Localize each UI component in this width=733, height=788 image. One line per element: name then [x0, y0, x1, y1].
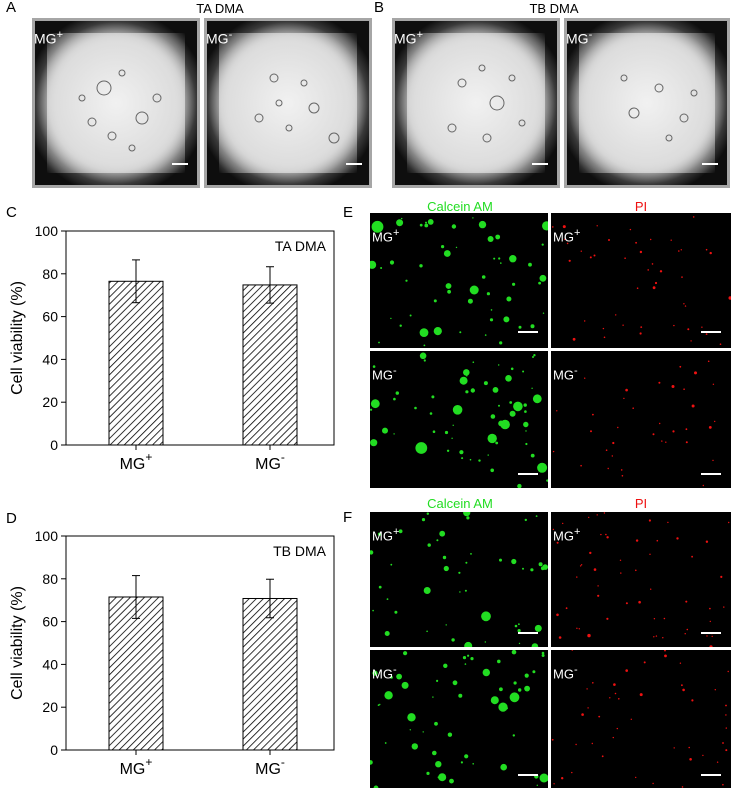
fluorescence-signal — [370, 217, 548, 347]
x-tick-label: MG+ — [120, 755, 153, 778]
y-tick-label: 80 — [42, 266, 58, 282]
y-tick-label: 40 — [42, 351, 58, 367]
chart-annotation: TA DMA — [275, 238, 327, 254]
brightfield-well-tb-mg-minus: MG- — [564, 18, 730, 188]
scale-bar — [532, 163, 548, 165]
bar-chart-tb-dma: 0 20 40 60 80 100 Cell viability (%) TB DMA MG+ M… — [9, 528, 335, 778]
fluo-e-calcein-mg-plus: MG+ — [370, 213, 548, 348]
panel-letter-b: B — [374, 0, 385, 16]
fluorescence-signal — [370, 352, 548, 488]
panel-letter-c: C — [6, 204, 17, 221]
bar — [108, 596, 164, 751]
scale-bar — [518, 774, 538, 776]
bar — [108, 280, 164, 446]
fluorescence-signal — [552, 360, 716, 487]
bar-chart-ta-dma: 0 20 40 60 80 100 Cell viability (%) TA DMA MG+ M… — [9, 223, 335, 473]
x-tick-label: MG+ — [120, 450, 153, 473]
scale-bar — [701, 473, 721, 475]
fluo-f-pi-mg-minus: MG- — [551, 650, 731, 788]
channel-header-calcein-f: Calcein AM — [427, 496, 493, 511]
plot-frame — [65, 535, 335, 751]
x-tick-label: MG- — [255, 755, 285, 778]
error-bar — [132, 259, 140, 304]
panel-letter-d: D — [6, 510, 17, 527]
scale-bar — [518, 331, 538, 333]
panel-letter-a: A — [6, 0, 17, 16]
chart-annotation: TB DMA — [273, 543, 327, 559]
fluo-f-calcein-mg-plus: MG+ — [370, 512, 548, 647]
error-bar — [132, 575, 140, 619]
mg-plus-label: MG+ — [372, 227, 400, 245]
mg-plus-label: MG+ — [34, 29, 63, 47]
brightfield-well-ta-mg-plus: MG+ — [32, 18, 200, 188]
fluo-f-calcein-mg-minus: MG- — [370, 650, 548, 788]
y-tick-label: 20 — [42, 394, 58, 410]
channel-header-calcein-e: Calcein AM — [427, 199, 493, 214]
mg-plus-label: MG+ — [553, 526, 581, 544]
y-tick-label: 0 — [50, 742, 58, 758]
fluorescence-signal — [370, 512, 548, 647]
brightfield-well-ta-mg-minus: MG- — [204, 18, 372, 188]
channel-header-pi-e: PI — [634, 199, 648, 214]
mg-minus-label: MG- — [553, 365, 578, 383]
y-tick-label: 40 — [42, 656, 58, 672]
mg-plus-label: MG+ — [372, 526, 400, 544]
channel-header-pi-f: PI — [634, 496, 648, 511]
scale-bar — [518, 473, 538, 475]
scale-bar — [701, 632, 721, 634]
scale-bar — [172, 163, 188, 165]
mg-minus-label: MG- — [206, 29, 233, 47]
y-tick-label: 60 — [42, 309, 58, 325]
mg-minus-label: MG- — [553, 664, 578, 682]
mg-minus-label: MG- — [566, 29, 593, 47]
fluorescence-signal — [552, 216, 731, 345]
brightfield-well-tb-mg-plus: MG+ — [392, 18, 560, 188]
x-tick-label: MG- — [255, 450, 285, 473]
y-tick-label: 0 — [50, 437, 58, 453]
plot-frame — [65, 230, 335, 446]
y-tick-label: 100 — [35, 528, 59, 544]
fluorescence-signal — [370, 650, 548, 788]
cell-cluster-overlay — [620, 74, 698, 142]
panel-letter-e: E — [343, 204, 354, 221]
mg-minus-label: MG- — [372, 664, 397, 682]
scale-bar — [346, 163, 362, 165]
y-axis-label: Cell viability (%) — [9, 281, 26, 395]
panel-letter-f: F — [343, 509, 353, 526]
scale-bar — [701, 331, 721, 333]
mg-plus-label: MG+ — [553, 227, 581, 245]
bar — [242, 284, 298, 446]
scale-bar — [701, 774, 721, 776]
fluorescence-signal — [551, 650, 729, 788]
mg-plus-label: MG+ — [394, 29, 423, 47]
y-tick-label: 100 — [35, 223, 59, 239]
mg-minus-label: MG- — [372, 365, 397, 383]
fluo-f-pi-mg-plus: MG+ — [551, 512, 731, 647]
fluo-e-pi-mg-minus: MG- — [551, 351, 731, 488]
error-bar — [266, 578, 274, 619]
error-bar — [266, 266, 274, 304]
y-axis-label: Cell viability (%) — [9, 586, 26, 700]
fluo-e-calcein-mg-minus: MG- — [370, 351, 548, 488]
fluo-e-pi-mg-plus: MG+ — [551, 213, 731, 348]
cell-cluster-overlay — [78, 69, 162, 152]
bar — [242, 597, 298, 751]
cell-cluster-overlay — [447, 64, 526, 143]
scale-bar — [702, 163, 718, 165]
y-tick-label: 60 — [42, 614, 58, 630]
scale-bar — [518, 632, 538, 634]
title-tb-dma: TB DMA — [529, 1, 579, 16]
cell-cluster-overlay — [254, 73, 340, 144]
y-tick-label: 80 — [42, 571, 58, 587]
y-tick-label: 20 — [42, 699, 58, 715]
title-ta-dma: TA DMA — [196, 1, 244, 16]
fluorescence-signal — [552, 512, 730, 647]
